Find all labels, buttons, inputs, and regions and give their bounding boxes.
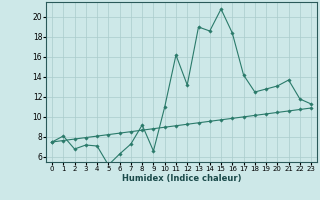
X-axis label: Humidex (Indice chaleur): Humidex (Indice chaleur) [122,174,241,183]
